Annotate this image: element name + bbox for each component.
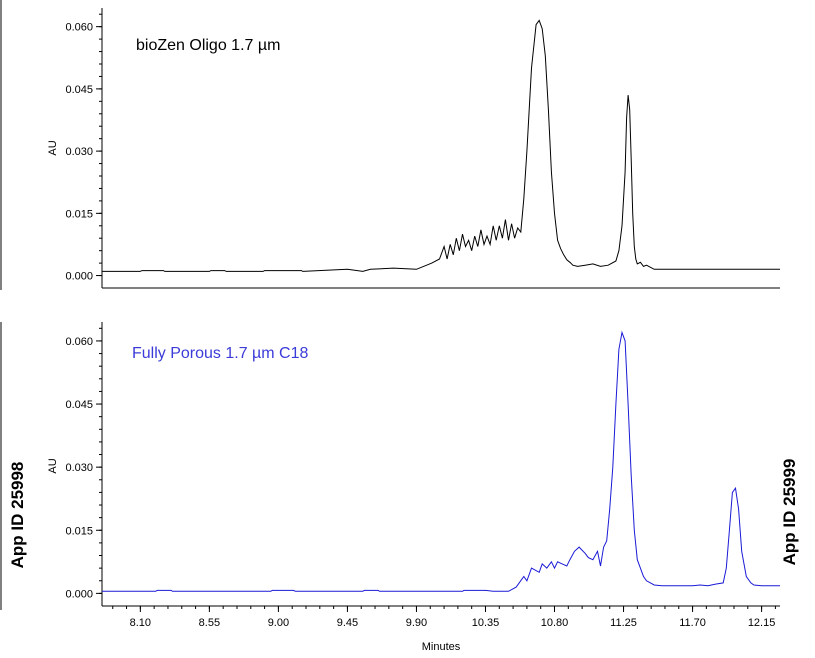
y-tick-label: 0.060 <box>65 336 93 348</box>
bottom-panel: Fully Porous 1.7 µm C18 AU 0.0600.0450.0… <box>47 322 780 653</box>
right-app-id-label: App ID 25999 <box>780 459 799 566</box>
y-tick-label: 0.015 <box>65 525 93 537</box>
bottom-y-ticks: 0.060 0.045 0.030 0.015 0.000 <box>65 327 102 600</box>
top-y-axis-label: AU <box>47 140 59 155</box>
bottom-chromatogram-trace <box>102 330 780 592</box>
x-tick-label: 12.15 <box>748 617 776 629</box>
y-tick-label: 0.045 <box>65 84 93 96</box>
x-tick-label: 8.55 <box>199 617 220 629</box>
x-tick-label: 11.70 <box>679 617 706 629</box>
top-chromatogram-trace <box>102 19 780 272</box>
x-tick-label: 10.35 <box>472 617 500 629</box>
y-tick-label: 0.060 <box>65 22 93 34</box>
bottom-y-axis-label: AU <box>47 458 59 473</box>
y-tick-label: 0.030 <box>65 462 93 474</box>
top-panel-title: bioZen Oligo 1.7 µm <box>136 37 280 54</box>
y-tick-label: 0.045 <box>65 399 93 411</box>
x-tick-label: 10.80 <box>541 617 569 629</box>
y-tick-label: 0.000 <box>65 271 93 283</box>
x-tick-label: 11.25 <box>610 617 637 629</box>
y-tick-label: 0.030 <box>65 146 93 158</box>
top-panel: bioZen Oligo 1.7 µm AU 0.0600.0450.0300.… <box>47 8 780 289</box>
x-tick-label: 8.10 <box>130 617 151 629</box>
bottom-panel-title: Fully Porous 1.7 µm C18 <box>132 345 309 362</box>
x-tick-label: 9.90 <box>406 617 427 629</box>
y-tick-label: 0.015 <box>65 208 93 220</box>
x-tick-label: 9.00 <box>268 617 289 629</box>
top-y-ticks: 0.060 0.045 0.030 0.015 0.000 <box>65 13 102 283</box>
bottom-x-ticks: 8.10 8.55 9.00 9.45 9.90 10.35 10.80 11.25 11.70… <box>112 606 776 629</box>
y-tick-label: 0.000 <box>65 588 93 600</box>
x-axis-label: Minutes <box>422 641 461 653</box>
left-app-id-label: App ID 25998 <box>8 462 27 569</box>
x-tick-label: 9.45 <box>337 617 358 629</box>
